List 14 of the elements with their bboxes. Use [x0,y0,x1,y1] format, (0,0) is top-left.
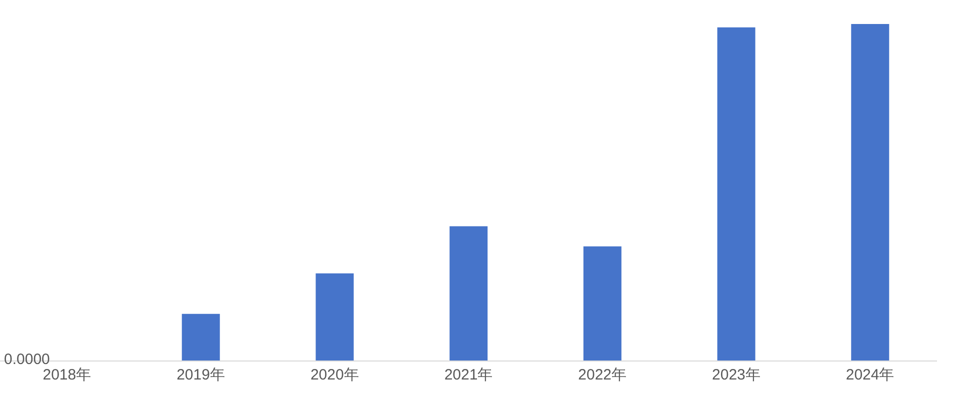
x-tick-label: 2023年 [712,366,760,384]
bar [851,24,890,361]
x-tick-label: 2021年 [444,366,493,384]
bar [316,273,354,361]
x-tick-label: 2019年 [176,366,225,384]
bar [717,27,756,361]
annotation: 0.0000 [4,351,50,369]
x-tick-label: 2024年 [846,366,894,384]
bar [182,314,220,361]
bar [583,246,622,361]
x-tick-label: 2018年 [42,366,92,384]
x-tick-label: 2022年 [578,366,627,384]
bar [450,226,488,361]
x-tick-label: 2020年 [310,366,359,384]
